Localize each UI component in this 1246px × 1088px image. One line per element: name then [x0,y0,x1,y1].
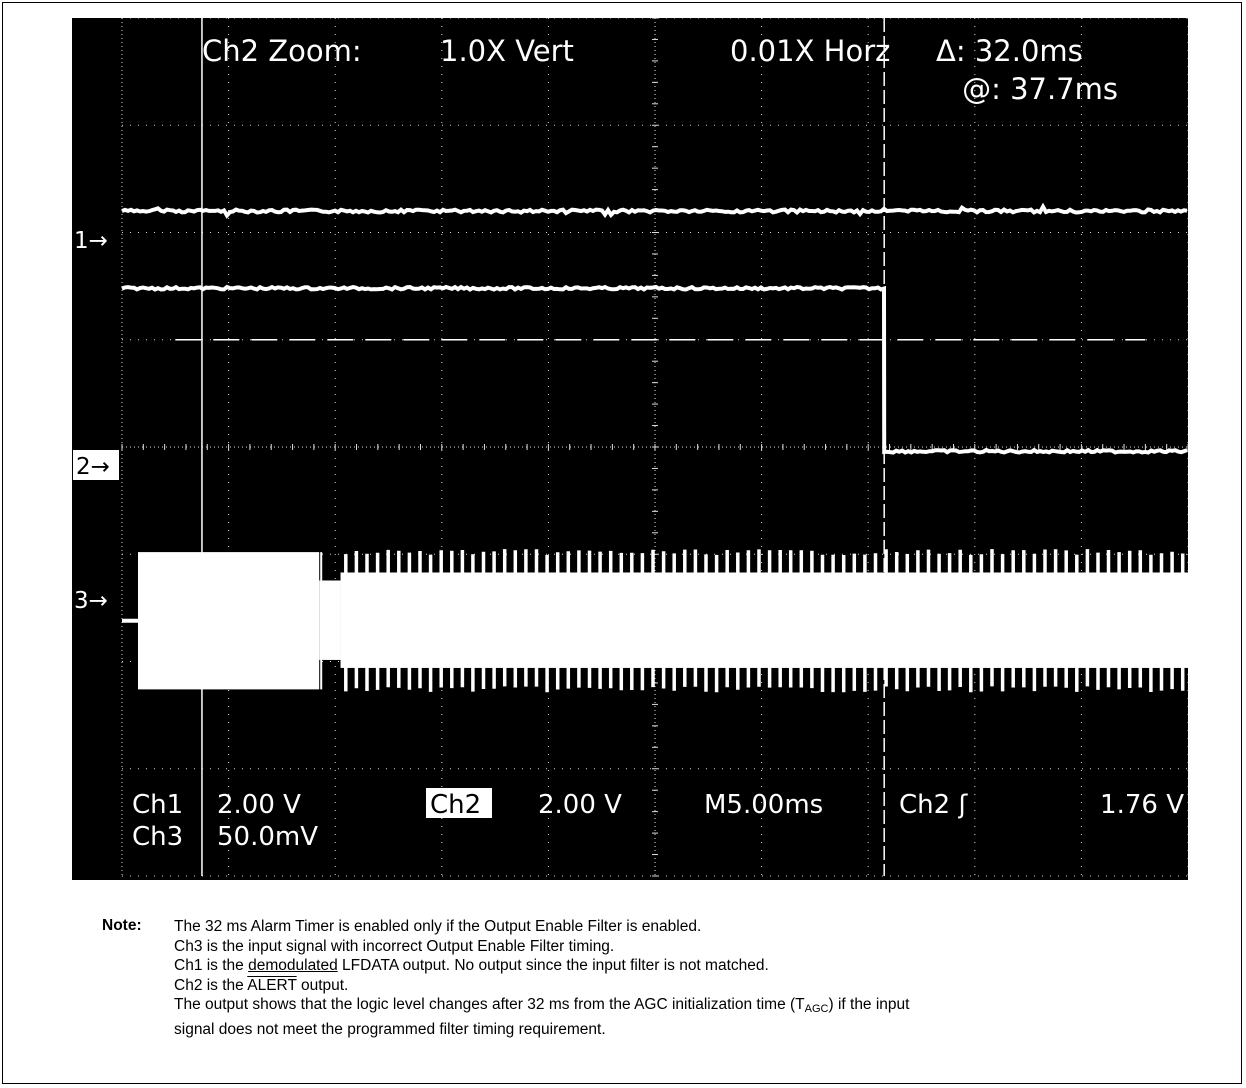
zoom-horz: 0.01X Horz [730,34,890,68]
note-line-2: Ch3 is the input signal with incorrect O… [174,937,615,955]
ch3-marker: 3→ [74,588,108,614]
scope-background [72,18,1188,880]
traces [121,202,1188,693]
ch1-name: Ch1 [132,790,183,820]
note-line-4-end: output. [296,976,349,994]
note-underlined-term: demodulated [248,957,338,975]
note-line-6: signal does not meet the programmed filt… [174,1020,606,1038]
cursor-at: @: 37.7ms [962,72,1118,106]
note-line-3-start: Ch1 is the [174,957,249,975]
ch2-name-box [426,788,492,818]
ch3-name: Ch3 [132,822,183,852]
note-subscript: AGC [804,1003,829,1016]
oscilloscope-screen: Ch2 Zoom: 1.0X Vert 0.01X Horz Δ: 32.0ms… [72,18,1188,880]
zoom-label: Ch2 Zoom: [202,34,362,68]
note-line-4: Ch2 is the ALERT output. [174,976,1214,996]
ch2-name: Ch2 [430,790,481,820]
note-line-3: Ch1 is the demodulated LFDATA output. No… [174,956,1214,976]
ch3-spikes-down [344,665,1185,693]
ch3-spikes-up [344,549,1185,575]
note-alert-term: ALERT [247,976,297,994]
note-line-5-end: ) if the input [828,996,910,1014]
ch3-carrier-block [137,552,320,690]
ch1-trace [121,202,1188,219]
ch3-gap-block [319,580,341,660]
ch1-scale: 2.00 V [217,790,301,820]
note-line-1: The 32 ms Alarm Timer is enabled only if… [174,918,702,935]
trigger-level: 1.76 V [1100,790,1184,820]
note-body: The 32 ms Alarm Timer is enabled only if… [174,917,1214,1040]
zoom-vert: 1.0X Vert [440,34,574,68]
note-line-5-start: The output shows that the logic level ch… [174,996,805,1014]
trigger-label: Ch2 ʃ [899,790,968,820]
note-line-4-start: Ch2 is the [174,976,248,994]
ch2-trace [121,284,1188,455]
cursor-delta: Δ: 32.0ms [936,34,1083,68]
ch1-marker: 1→ [74,228,108,254]
ch2-scale: 2.00 V [538,790,622,820]
note-label: Note: [102,917,142,934]
ch2-marker: 2→ [76,454,110,480]
ch3-pulsed-band [340,572,1188,668]
ch2-marker-box [73,450,119,480]
note-line-3-end: LFDATA output. No output since the input… [337,957,769,975]
ch3-scale: 50.0mV [217,822,318,852]
horizontal-scale: M5.00ms [704,790,823,820]
scope-labels: Ch2 Zoom: 1.0X Vert 0.01X Horz Δ: 32.0ms… [73,34,1184,852]
note-line-5: The output shows that the logic level ch… [174,995,1214,1020]
